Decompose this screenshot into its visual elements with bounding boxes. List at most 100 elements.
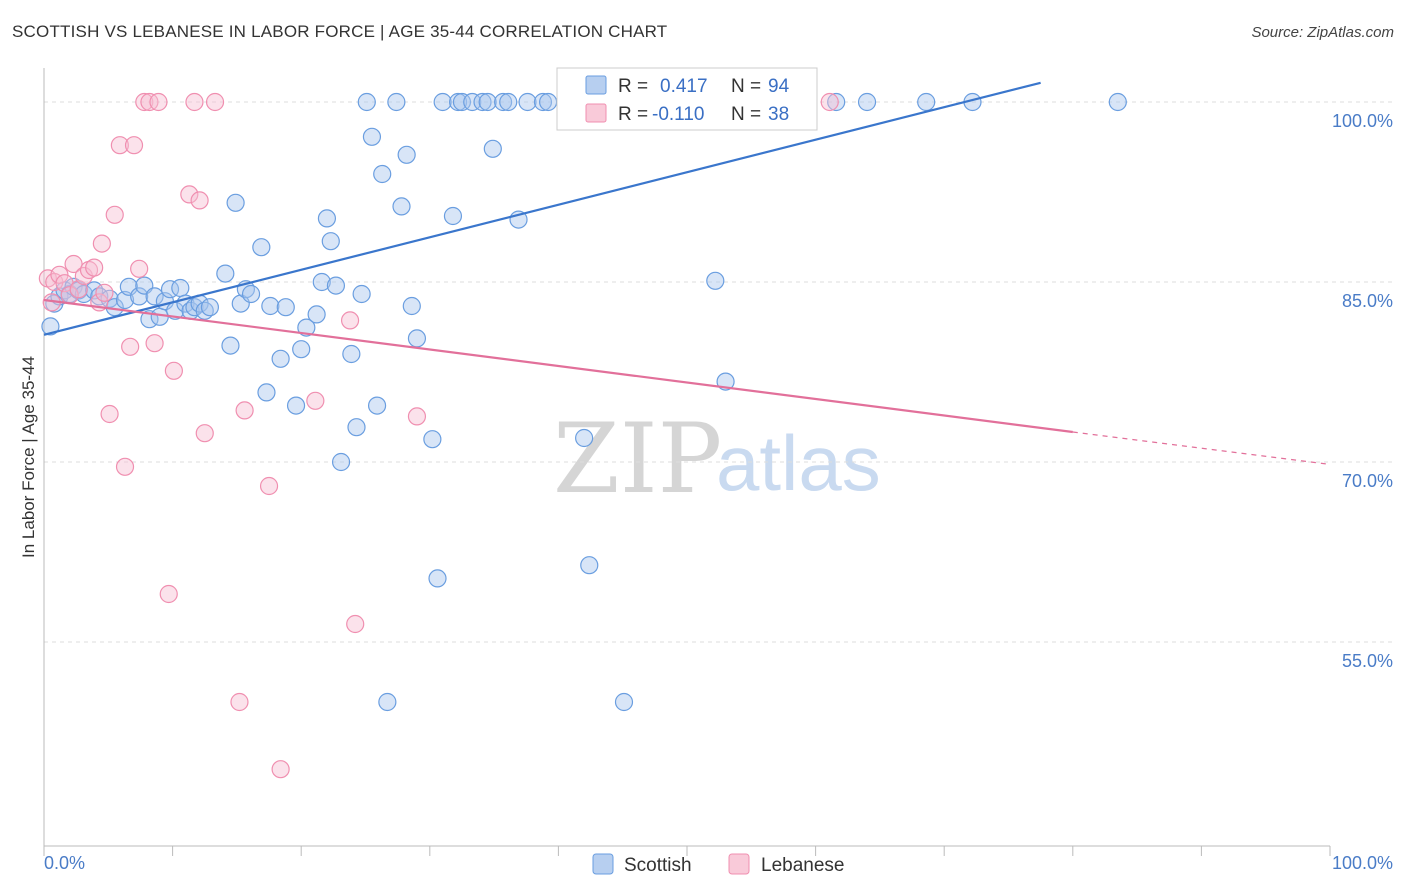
lebanese-point (306, 391, 325, 410)
lebanese-point (92, 234, 111, 253)
scottish-point (443, 206, 463, 226)
scottish-point (463, 92, 482, 112)
lebanese-point (259, 476, 279, 496)
lebanese-point (121, 337, 140, 356)
scottish-point (352, 284, 371, 304)
lebanese-point (115, 457, 135, 476)
lebanese-point (180, 185, 199, 204)
scottish-point (276, 298, 295, 317)
scottish-point (580, 556, 599, 575)
scottish-point (312, 272, 331, 292)
scottish-point (373, 164, 392, 184)
scottish-point (402, 296, 421, 316)
lebanese-point (164, 361, 183, 380)
y-tick-label: 70.0% (1342, 471, 1393, 491)
y-tick-label: 100.0% (1332, 111, 1393, 131)
scottish-point (41, 317, 60, 336)
scottish-point (326, 276, 346, 295)
legend-n-label-lebanese: N = (731, 104, 761, 125)
scottish-point (347, 418, 366, 437)
scottish-point (473, 92, 492, 112)
series-legend: Scottish Lebanese (592, 853, 844, 876)
scottish-point (917, 92, 936, 112)
scottish-point (494, 92, 513, 112)
scottish-point (286, 396, 306, 415)
lebanese-point (64, 254, 83, 274)
scottish-point (171, 278, 190, 298)
scottish-point (428, 569, 447, 588)
lebanese-point (135, 92, 154, 112)
chart-title: SCOTTISH VS LEBANESE IN LABOR FORCE | AG… (12, 22, 668, 41)
scottish-point (1108, 92, 1127, 112)
legend-n-label-scottish: N = (731, 76, 761, 97)
scottish-point (614, 692, 634, 712)
y-tick-labels: 100.0% 85.0% 70.0% 55.0% (1332, 111, 1393, 671)
lebanese-point (159, 584, 178, 604)
lebanese-point (195, 424, 214, 443)
x-tick-label-max: 100.0% (1332, 853, 1393, 873)
watermark-zip: ZIP (553, 403, 722, 515)
scottish-point (292, 340, 311, 359)
lebanese-point (105, 205, 124, 224)
watermark-atlas: atlas (716, 419, 881, 507)
scottish-point (433, 92, 452, 112)
x-tick-label-min: 0.0% (44, 853, 85, 873)
scottish-point (185, 298, 204, 317)
lebanese-point (340, 311, 360, 330)
scottish-point (150, 307, 169, 326)
scottish-point (297, 318, 316, 337)
lebanese-point (271, 760, 290, 779)
scottish-point (533, 92, 553, 112)
scottish-point (378, 692, 397, 712)
scottish-point (397, 145, 416, 164)
lebanese-point (346, 614, 365, 634)
y-tick-label: 85.0% (1342, 291, 1393, 311)
lebanese-point (185, 92, 204, 112)
scottish-point (321, 232, 340, 251)
x-ticks (43, 846, 1331, 856)
bottom-legend-label-lebanese: Lebanese (761, 855, 844, 876)
scottish-point (827, 92, 846, 112)
lebanese-point (820, 92, 839, 112)
scottish-point (257, 383, 276, 402)
y-tick-label: 55.0% (1342, 651, 1393, 671)
scottish-point (342, 344, 361, 364)
scottish-point (483, 139, 502, 158)
scottish-point (226, 193, 245, 212)
scottish-point (241, 284, 261, 304)
y-axis-label: In Labor Force | Age 35-44 (19, 356, 38, 558)
scottish-point (252, 238, 271, 257)
legend-swatch-scottish (585, 75, 607, 95)
lebanese-point (230, 692, 249, 712)
bottom-legend-label-scottish: Scottish (624, 855, 692, 876)
scottish-point (362, 127, 382, 146)
scottish-point (857, 92, 877, 112)
lebanese-point (235, 401, 254, 420)
scottish-point (200, 298, 219, 317)
scottish-point (387, 92, 406, 112)
scottish-point (407, 329, 427, 348)
scottish-point (145, 287, 164, 306)
scottish-point (307, 305, 326, 324)
lebanese-points (38, 92, 839, 779)
lebanese-point (407, 407, 427, 426)
lebanese-point (85, 258, 104, 277)
scottish-point (706, 271, 725, 290)
lebanese-point (110, 136, 129, 155)
gridlines (44, 101, 1392, 643)
lebanese-point (149, 92, 168, 112)
source-label: Source: ZipAtlas.com (1251, 24, 1394, 41)
scottish-point (221, 336, 240, 355)
bottom-legend-swatch-lebanese (728, 853, 750, 875)
lebanese-point (205, 92, 225, 112)
scottish-point (195, 301, 214, 320)
scottish-point (423, 430, 442, 449)
lebanese-trend-line-extension (1072, 431, 1331, 465)
scottish-point (317, 209, 337, 228)
scottish-point (518, 92, 537, 112)
scottish-trend-line (43, 81, 1041, 336)
legend-r-label-lebanese: R = (618, 104, 648, 125)
lebanese-trend-line (43, 298, 1073, 434)
scottish-point (452, 92, 472, 112)
scottish-point (331, 452, 351, 472)
